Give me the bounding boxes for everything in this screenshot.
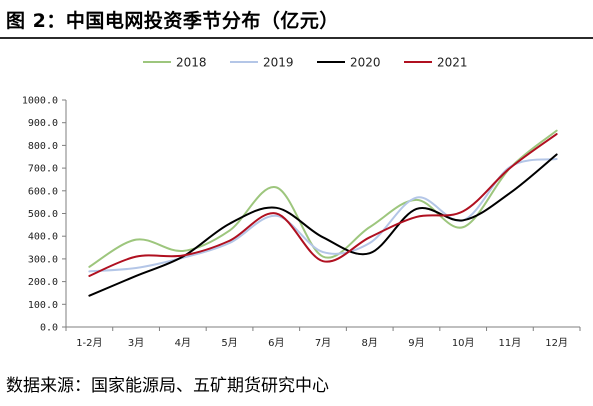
y-tick-label: 400.0 bbox=[28, 232, 58, 243]
title-underline bbox=[0, 37, 593, 39]
x-tick-label: 4月 bbox=[175, 337, 191, 349]
y-tick-label: 1000.0 bbox=[22, 96, 58, 107]
y-tick-label: 300.0 bbox=[28, 254, 58, 265]
y-tick-label: 900.0 bbox=[28, 118, 58, 129]
y-tick-label: 500.0 bbox=[28, 209, 58, 220]
series-line-2019 bbox=[88, 158, 558, 273]
y-tick-label: 0.0 bbox=[40, 323, 58, 334]
legend-label-2019: 2019 bbox=[263, 56, 294, 70]
x-tick-label: 9月 bbox=[408, 337, 424, 349]
series-line-2018 bbox=[88, 129, 558, 268]
y-tick-label: 700.0 bbox=[28, 164, 58, 175]
x-tick-label: 3月 bbox=[128, 337, 144, 349]
x-tick-label: 6月 bbox=[268, 337, 284, 349]
chart-title: 图 2：中国电网投资季节分布（亿元） bbox=[6, 10, 339, 32]
x-tick-label: 10月 bbox=[452, 337, 475, 349]
x-tick-label: 8月 bbox=[362, 337, 378, 349]
x-tick-label: 1-2月 bbox=[76, 337, 102, 349]
series-line-2021 bbox=[88, 133, 558, 277]
y-tick-label: 200.0 bbox=[28, 277, 58, 288]
y-tick-label: 800.0 bbox=[28, 141, 58, 152]
legend-label-2021: 2021 bbox=[437, 56, 468, 70]
x-tick-label: 11月 bbox=[499, 337, 522, 349]
y-tick-label: 600.0 bbox=[28, 186, 58, 197]
data-source: 数据来源：国家能源局、五矿期货研究中心 bbox=[6, 376, 329, 396]
series-line-2020 bbox=[88, 153, 558, 297]
legend-label-2020: 2020 bbox=[350, 56, 381, 70]
legend-label-2018: 2018 bbox=[176, 56, 207, 70]
x-tick-label: 5月 bbox=[221, 337, 237, 349]
x-tick-label: 12月 bbox=[545, 337, 568, 349]
y-tick-label: 100.0 bbox=[28, 300, 58, 311]
x-tick-label: 7月 bbox=[315, 337, 331, 349]
